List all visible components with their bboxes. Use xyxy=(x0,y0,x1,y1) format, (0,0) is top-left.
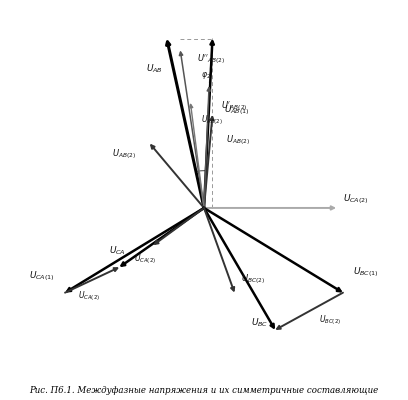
Text: Рис. П6.1. Междуфазные напряжения и их симметричные составляющие: Рис. П6.1. Междуфазные напряжения и их с… xyxy=(29,386,379,395)
Text: $U_{AB(2)}$: $U_{AB(2)}$ xyxy=(226,133,250,147)
Text: $U_{CA(2)}$: $U_{CA(2)}$ xyxy=(135,252,157,266)
Text: $U_{AB(1)}$: $U_{AB(1)}$ xyxy=(224,103,250,116)
Text: $U'_{AB(2)}$: $U'_{AB(2)}$ xyxy=(221,99,248,113)
Text: $U''_{AB(2)}$: $U''_{AB(2)}$ xyxy=(197,52,226,66)
Text: $U_{BC(2)}$: $U_{BC(2)}$ xyxy=(241,272,265,286)
Text: $U_{BC(1)}$: $U_{BC(1)}$ xyxy=(353,266,379,279)
Text: $\varphi_2$: $\varphi_2$ xyxy=(201,70,211,81)
Text: $U_{AB(2)}$: $U_{AB(2)}$ xyxy=(112,147,136,161)
Text: $U_{BC}$: $U_{BC}$ xyxy=(251,317,268,330)
Text: $U_{CA(2)}$: $U_{CA(2)}$ xyxy=(78,289,100,303)
Text: $U_{AB}$: $U_{AB}$ xyxy=(146,63,163,75)
Text: $U_{CA}$: $U_{CA}$ xyxy=(109,244,126,256)
Text: $U_{CA(2)}$: $U_{CA(2)}$ xyxy=(343,192,369,206)
Text: $U_{BC(2)}$: $U_{BC(2)}$ xyxy=(319,313,341,327)
Text: $U_{AB(2)}$: $U_{AB(2)}$ xyxy=(201,113,223,127)
Text: $U_{CA(1)}$: $U_{CA(1)}$ xyxy=(29,269,55,283)
